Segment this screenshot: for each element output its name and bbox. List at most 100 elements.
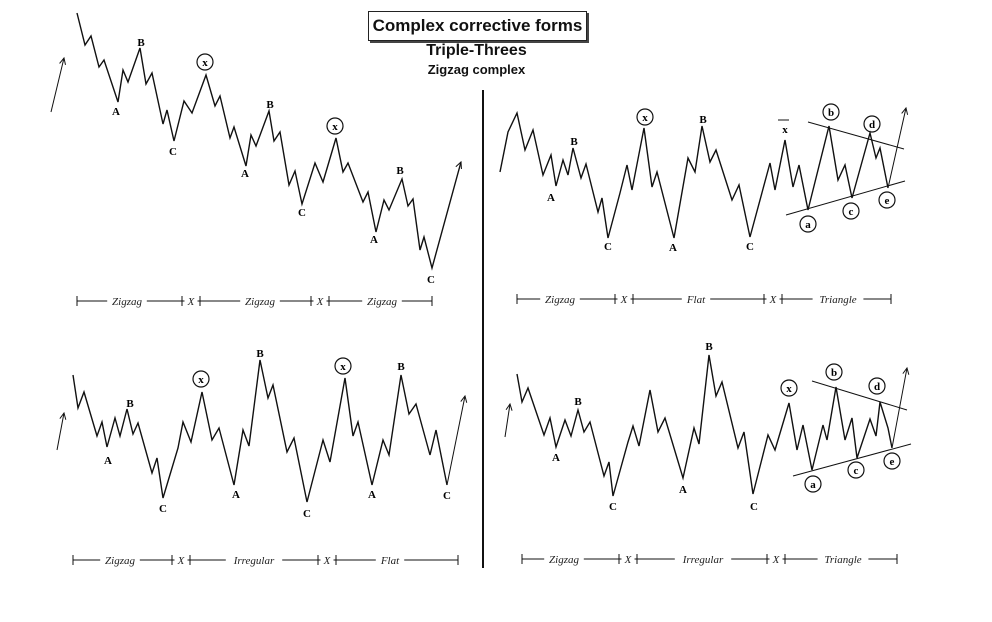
- wave-label: B: [266, 99, 274, 111]
- circled-label-text: x: [340, 361, 346, 373]
- structure-label-bg: [225, 553, 283, 565]
- structure-label: Zigzag: [367, 296, 397, 308]
- structure-bar: Zigzag X Flat X Triangle: [516, 292, 892, 306]
- structure-label-bg: [540, 292, 580, 304]
- entry-arrow: [504, 403, 511, 438]
- structure-label: X: [187, 296, 196, 308]
- exit-arrow-head: [455, 160, 462, 170]
- wave-label: C: [443, 490, 451, 502]
- wave-label: B: [137, 37, 145, 49]
- structure-label: X: [769, 294, 778, 306]
- structure-label-bg: [184, 294, 198, 306]
- wave-label: A: [679, 484, 687, 496]
- exit-arrow-head: [901, 106, 909, 115]
- wave-label: C: [609, 501, 617, 513]
- label-circle: [780, 379, 798, 397]
- circled-label-text: x: [782, 124, 788, 136]
- entry-arrow-head: [505, 402, 513, 411]
- circled-wave-label: x: [780, 379, 798, 397]
- label-circle: [883, 452, 901, 470]
- panel-bottom-left: A B C A B C A B Cx x Zigzag X Irregular X Flat: [56, 348, 468, 567]
- title-box: Complex corrective forms: [368, 11, 587, 41]
- structure-label-bg: [674, 552, 732, 564]
- circled-wave-label: e: [878, 191, 896, 209]
- circled-wave-label: c: [847, 461, 865, 479]
- structure-label-bg: [240, 294, 280, 306]
- circled-wave-label: d: [863, 115, 881, 133]
- wave-label: B: [705, 341, 713, 353]
- circled-label-text: a: [805, 219, 811, 231]
- label-circle: [636, 108, 654, 126]
- label-circle: [825, 363, 843, 381]
- diagram-subtitle: Triple-Threes: [426, 42, 527, 59]
- wave-label: C: [303, 508, 311, 520]
- wave-label: A: [368, 489, 376, 501]
- exit-arrow: [887, 107, 907, 189]
- structure-bar: Zigzag X Irregular X Flat: [72, 553, 459, 567]
- structure-label: Irregular: [233, 555, 275, 567]
- wave-label: C: [750, 501, 758, 513]
- wave-label: A: [370, 234, 378, 246]
- circled-label-text: d: [869, 119, 875, 131]
- label-circle: [326, 117, 344, 135]
- circled-label-text: e: [890, 456, 895, 468]
- structure-label-bg: [769, 552, 783, 564]
- label-circle: [334, 357, 352, 375]
- circled-label-text: d: [874, 381, 880, 393]
- wave-label: A: [552, 452, 560, 464]
- circled-wave-label: x: [334, 357, 352, 375]
- circled-wave-label: x: [192, 370, 210, 388]
- label-circle: [196, 53, 214, 71]
- structure-label-bg: [362, 294, 402, 306]
- circled-wave-label: c: [842, 202, 860, 220]
- structure-label-bg: [817, 552, 869, 564]
- structure-label-bg: [812, 292, 864, 304]
- triangle-upper-line: [807, 121, 905, 150]
- wave-label: B: [397, 361, 405, 373]
- wave-path: [72, 359, 448, 503]
- structure-label: Zigzag: [549, 554, 579, 566]
- structure-label-bg: [544, 552, 584, 564]
- circled-label-text: b: [831, 367, 837, 379]
- circled-label-text: e: [885, 195, 890, 207]
- wave-label: C: [427, 274, 435, 286]
- structure-label: X: [772, 554, 781, 566]
- label-circle: [822, 103, 840, 121]
- circled-label-text: x: [332, 121, 338, 133]
- wave-label: C: [746, 241, 754, 253]
- label-circle: [804, 475, 822, 493]
- wave-path: [499, 110, 889, 239]
- exit-arrow-head: [460, 394, 468, 403]
- structure-bar: Zigzag X Irregular X Triangle: [521, 552, 898, 566]
- wave-label: C: [159, 503, 167, 515]
- structure-label: X: [323, 555, 332, 567]
- wave-label: A: [104, 455, 112, 467]
- entry-arrow-head: [59, 411, 67, 420]
- structure-label: X: [177, 555, 186, 567]
- label-circle: [863, 115, 881, 133]
- circled-wave-label: a: [804, 475, 822, 493]
- wave-label: A: [232, 489, 240, 501]
- wave-label: B: [570, 136, 578, 148]
- structure-label-bg: [681, 292, 711, 304]
- wave-path: [76, 12, 462, 271]
- structure-label: Zigzag: [245, 296, 275, 308]
- circled-label-text: x: [202, 57, 208, 69]
- structure-label: X: [316, 296, 325, 308]
- triangle-lower-line: [785, 180, 906, 216]
- circled-wave-label: x: [326, 117, 344, 135]
- entry-arrow-head: [59, 56, 66, 65]
- wave-label: B: [126, 398, 134, 410]
- wave-label: B: [256, 348, 264, 360]
- label-circle: [847, 461, 865, 479]
- label-circle: [192, 370, 210, 388]
- label-circle: [799, 215, 817, 233]
- circled-wave-label: e: [883, 452, 901, 470]
- structure-label-bg: [174, 553, 188, 565]
- structure-label-bg: [100, 553, 140, 565]
- wave-label: B: [396, 165, 404, 177]
- wave-path: [516, 354, 893, 497]
- label-circle: [878, 191, 896, 209]
- circled-wave-label: x: [636, 108, 654, 126]
- wave-label: C: [169, 146, 177, 158]
